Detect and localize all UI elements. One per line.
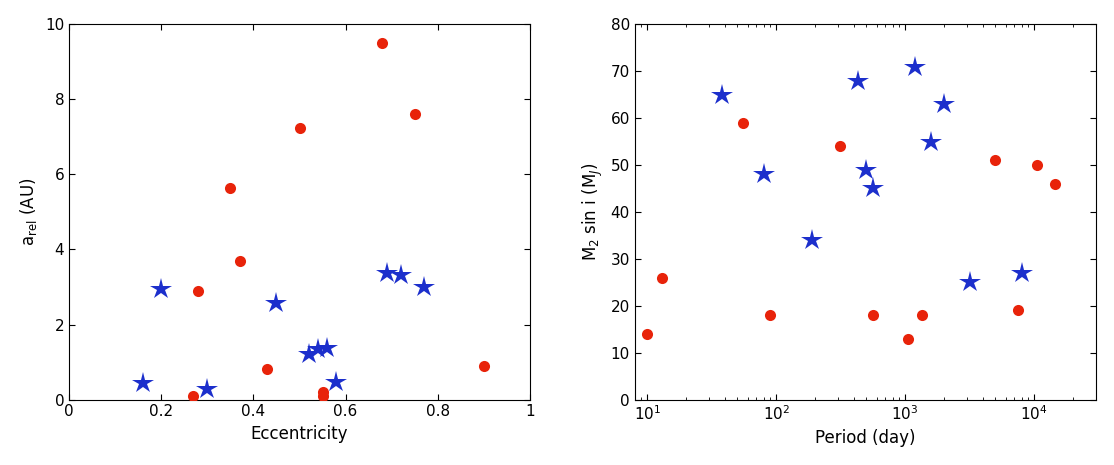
- X-axis label: Period (day): Period (day): [815, 429, 916, 447]
- Y-axis label: M$_2$ sin i (M$_J$): M$_2$ sin i (M$_J$): [580, 163, 605, 261]
- Y-axis label: a$_\mathrm{rel}$ (AU): a$_\mathrm{rel}$ (AU): [18, 178, 39, 246]
- X-axis label: Eccentricity: Eccentricity: [251, 425, 349, 443]
